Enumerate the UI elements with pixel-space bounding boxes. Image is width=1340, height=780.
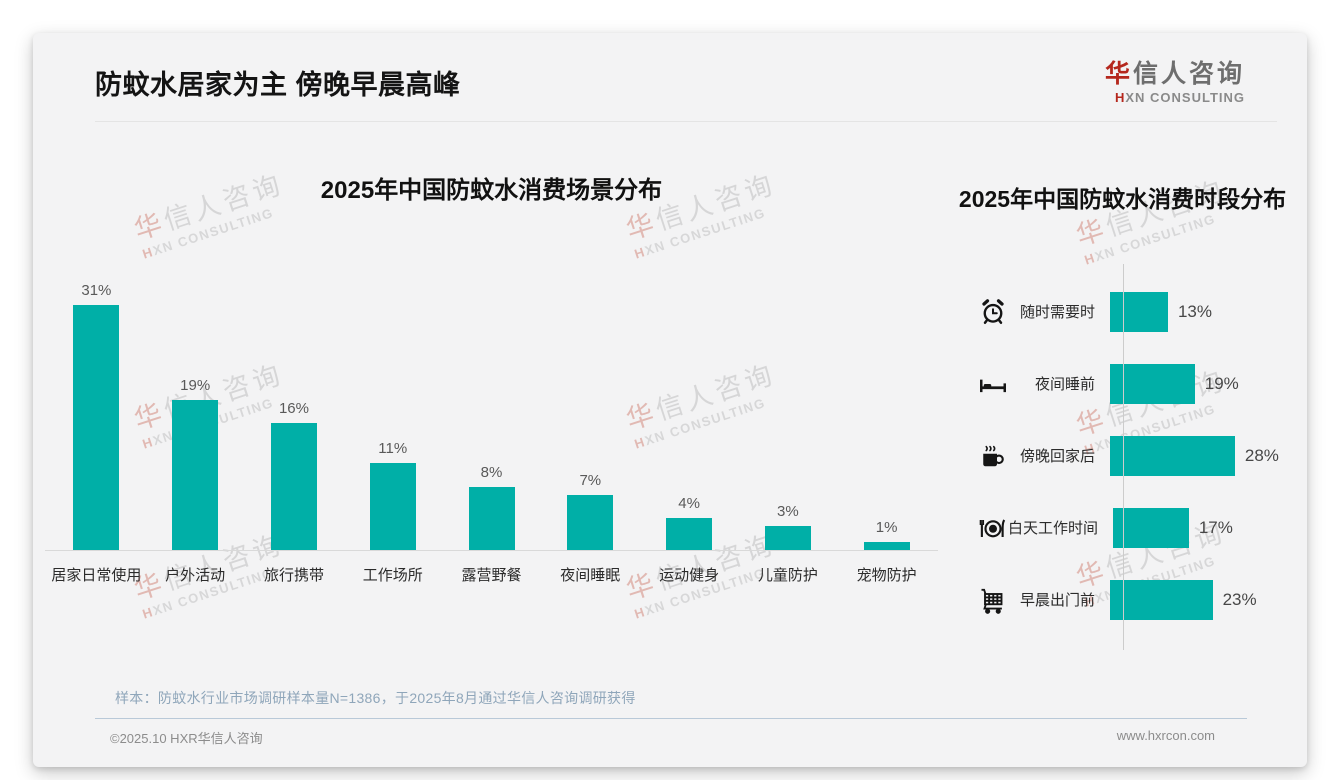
category-label: 夜间睡眠 <box>560 566 621 584</box>
time-chart: 2025年中国防蚊水消费时段分布 随时需要时 13% 夜间睡前 19% 傍晚回家后 28%… <box>938 122 1307 650</box>
time-label: 随时需要时 <box>1019 304 1095 322</box>
bar-value-label: 1% <box>875 518 898 536</box>
bar-value-label: 8% <box>480 463 503 481</box>
bar <box>1110 363 1195 404</box>
bar-column: 3% <box>738 503 837 550</box>
bar-column: 7% <box>541 472 640 550</box>
bar <box>1113 507 1189 548</box>
bar-value-label: 3% <box>777 503 799 521</box>
category-label: 儿童防护 <box>757 566 818 584</box>
category-label: 户外活动 <box>165 566 226 584</box>
scene-chart: 2025年中国防蚊水消费场景分布 31% 19% 16% 11% 8% 7% 4% 3% 1% … <box>33 122 938 634</box>
bar-value-label: 19% <box>1204 373 1239 393</box>
time-row: 早晨出门前 23% <box>973 564 1307 636</box>
category-label: 工作场所 <box>362 566 423 584</box>
bar-value-label: 19% <box>180 376 211 394</box>
time-row: 傍晚回家后 28% <box>973 420 1307 492</box>
bar-value-label: 28% <box>1244 445 1279 465</box>
time-label: 夜间睡前 <box>1034 376 1095 394</box>
bar-column: 16% <box>245 400 344 550</box>
time-row: 夜间睡前 19% <box>973 348 1307 420</box>
bar-column: 11% <box>343 440 442 550</box>
time-chart-axis-line <box>1123 263 1124 650</box>
time-label: 白天工作时间 <box>1008 520 1099 538</box>
charts-area: 2025年中国防蚊水消费场景分布 31% 19% 16% 11% 8% 7% 4% 3% 1% … <box>33 122 1307 650</box>
bar-value-label: 16% <box>278 400 309 418</box>
bar <box>666 518 713 550</box>
shopping-cart-icon <box>978 585 1008 615</box>
bar-column: 4% <box>640 495 739 550</box>
bar <box>270 423 317 550</box>
category-label: 居家日常使用 <box>51 566 142 584</box>
bar <box>567 494 614 550</box>
bar-value-label: 4% <box>678 495 700 513</box>
bar-column: 1% <box>837 519 936 550</box>
coffee-icon <box>978 441 1008 471</box>
bar-value-label: 13% <box>1177 301 1212 321</box>
bar <box>764 526 811 550</box>
bar-column: 8% <box>442 464 541 550</box>
bar <box>73 304 120 550</box>
time-chart-plot: 随时需要时 13% 夜间睡前 19% 傍晚回家后 28% 白天工作时间 17% 早晨出门前 23% <box>973 263 1307 650</box>
bar <box>468 486 515 550</box>
category-label: 运动健身 <box>659 566 720 584</box>
bar <box>863 541 910 550</box>
sample-note: 样本：防蚊水行业市场调研样本量N=1386，于2025年8月通过华信人咨询调研获… <box>115 689 636 706</box>
bar-value-label: 7% <box>579 471 602 489</box>
scene-chart-plot: 31% 19% 16% 11% 8% 7% 4% 3% 1% <box>45 271 938 551</box>
copyright-text: ©2025.10 HXR华信人咨询 <box>110 730 263 746</box>
bar-value-label: 17% <box>1198 517 1233 537</box>
header: 防蚊水居家为主 傍晚早晨高峰 华信人咨询 HXN CONSULTING <box>33 33 1307 105</box>
bar <box>172 399 219 550</box>
bed-icon <box>978 369 1008 399</box>
page-title: 防蚊水居家为主 傍晚早晨高峰 <box>95 70 461 100</box>
footer: 样本：防蚊水行业市场调研样本量N=1386，于2025年8月通过华信人咨询调研获… <box>33 688 1307 747</box>
category-label: 宠物防护 <box>856 566 917 584</box>
scene-chart-categories: 居家日常使用 户外活动 旅行携带 工作场所 露营野餐 夜间睡眠 运动健身 儿童防护 宠物防护 <box>45 564 938 585</box>
bar-value-label: 31% <box>81 281 112 299</box>
category-label: 旅行携带 <box>263 566 324 584</box>
bar <box>1110 435 1235 476</box>
footer-divider <box>95 717 1247 719</box>
bar-column: 31% <box>47 282 146 550</box>
bar-value-label: 11% <box>378 439 408 457</box>
time-label: 傍晚回家后 <box>1019 448 1095 466</box>
bar <box>369 462 416 550</box>
time-row: 白天工作时间 17% <box>973 492 1307 564</box>
time-chart-title: 2025年中国防蚊水消费时段分布 <box>958 185 1287 212</box>
category-label: 露营野餐 <box>461 566 522 584</box>
company-logo: 华信人咨询 HXN CONSULTING <box>1104 60 1245 105</box>
dining-icon <box>978 513 1008 543</box>
bar <box>1110 579 1213 620</box>
header-divider <box>95 120 1277 122</box>
alarm-clock-icon <box>978 297 1008 327</box>
bar <box>1110 291 1168 332</box>
logo-en: HXN CONSULTING <box>1114 89 1245 105</box>
time-row: 随时需要时 13% <box>973 276 1307 348</box>
slide-card: 华信人咨询 HXN CONSULTING 华信人咨询 HXN CONSULTING 华信… <box>33 33 1307 767</box>
bar-column: 19% <box>146 377 245 550</box>
logo-zh: 华信人咨询 <box>1104 60 1245 88</box>
bar-value-label: 23% <box>1222 589 1257 609</box>
time-label: 早晨出门前 <box>1019 592 1095 610</box>
website-text: www.hxrcon.com <box>1116 727 1215 743</box>
scene-chart-title: 2025年中国防蚊水消费场景分布 <box>320 176 663 204</box>
